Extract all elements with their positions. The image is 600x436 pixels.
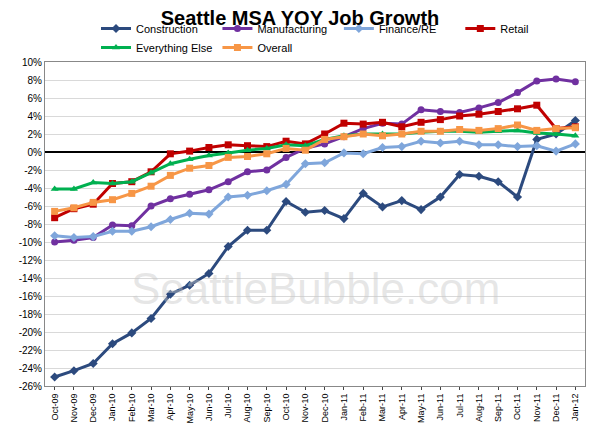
svg-text:Aug-10: Aug-10 [242, 394, 252, 423]
svg-text:Jun-11: Jun-11 [435, 394, 445, 421]
svg-text:Jan-12: Jan-12 [570, 394, 580, 422]
svg-text:Nov-11: Nov-11 [532, 394, 542, 422]
svg-text:6%: 6% [28, 93, 43, 104]
svg-text:Sep-11: Sep-11 [493, 394, 503, 422]
svg-text:Everything Else: Everything Else [136, 42, 212, 54]
svg-text:Apr-11: Apr-11 [397, 394, 407, 420]
svg-text:Nov-10: Nov-10 [300, 394, 310, 423]
svg-text:-12%: -12% [19, 255, 42, 266]
svg-text:Mar-10: Mar-10 [146, 394, 156, 423]
svg-text:-4%: -4% [24, 183, 42, 194]
svg-text:Finance/RE: Finance/RE [379, 23, 436, 35]
svg-text:Mar-11: Mar-11 [377, 394, 387, 422]
svg-text:-8%: -8% [24, 219, 42, 230]
svg-text:Oct-09: Oct-09 [50, 394, 60, 421]
svg-text:8%: 8% [28, 75, 43, 86]
svg-text:-22%: -22% [19, 345, 42, 356]
svg-text:SeattleBubble.com: SeattleBubble.com [131, 264, 500, 313]
svg-text:Seattle MSA YOY Job Growth: Seattle MSA YOY Job Growth [161, 7, 440, 29]
svg-text:Oct-10: Oct-10 [281, 394, 291, 421]
svg-text:Dec-11: Dec-11 [551, 394, 561, 422]
svg-text:Dec-10: Dec-10 [320, 394, 330, 423]
svg-text:May-10: May-10 [185, 394, 195, 424]
svg-text:-14%: -14% [19, 273, 42, 284]
svg-text:-18%: -18% [19, 309, 42, 320]
svg-text:Retail: Retail [500, 23, 528, 35]
svg-text:Aug-11: Aug-11 [474, 394, 484, 422]
svg-text:May-11: May-11 [416, 394, 426, 423]
svg-text:-6%: -6% [24, 201, 42, 212]
svg-text:-26%: -26% [19, 381, 42, 392]
svg-text:0%: 0% [28, 147, 43, 158]
svg-text:Feb-10: Feb-10 [127, 394, 137, 423]
svg-text:Jul-10: Jul-10 [223, 394, 233, 419]
svg-text:Sep-10: Sep-10 [262, 394, 272, 423]
svg-text:Construction: Construction [136, 23, 198, 35]
svg-text:-10%: -10% [19, 237, 42, 248]
svg-text:Manufacturing: Manufacturing [257, 23, 327, 35]
svg-text:Apr-10: Apr-10 [165, 394, 175, 421]
svg-text:-2%: -2% [24, 165, 42, 176]
svg-text:-24%: -24% [19, 363, 42, 374]
svg-text:Dec-09: Dec-09 [88, 394, 98, 423]
svg-text:Nov-09: Nov-09 [69, 394, 79, 423]
svg-text:Feb-11: Feb-11 [358, 394, 368, 422]
svg-text:10%: 10% [22, 57, 42, 68]
svg-text:-20%: -20% [19, 327, 42, 338]
svg-text:Oct-11: Oct-11 [512, 394, 522, 420]
svg-text:Jan-10: Jan-10 [107, 394, 117, 422]
svg-text:Jul-11: Jul-11 [455, 394, 465, 418]
svg-text:2%: 2% [28, 129, 43, 140]
svg-text:Jan-11: Jan-11 [339, 394, 349, 421]
svg-text:Overall: Overall [257, 42, 292, 54]
svg-text:-16%: -16% [19, 291, 42, 302]
svg-text:4%: 4% [28, 111, 43, 122]
svg-text:Jun-10: Jun-10 [204, 394, 214, 422]
